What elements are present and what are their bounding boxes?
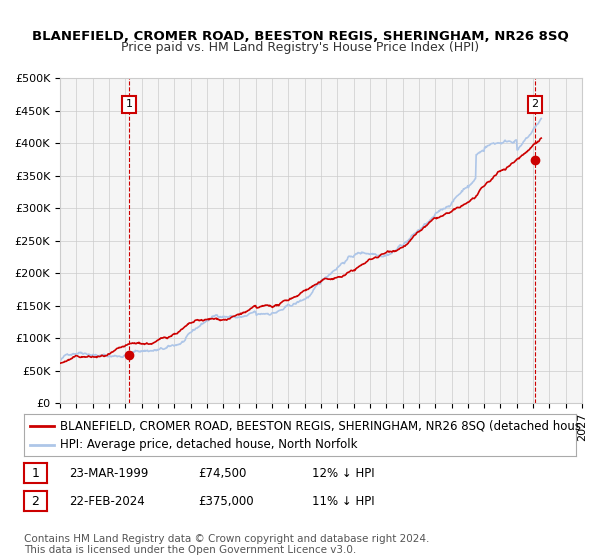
Text: 22-FEB-2024: 22-FEB-2024 [69,494,145,508]
Text: £74,500: £74,500 [198,466,247,480]
Text: 23-MAR-1999: 23-MAR-1999 [69,466,148,480]
Text: 1: 1 [125,99,133,109]
Text: HPI: Average price, detached house, North Norfolk: HPI: Average price, detached house, Nort… [60,438,358,451]
Text: 2: 2 [532,99,539,109]
Text: BLANEFIELD, CROMER ROAD, BEESTON REGIS, SHERINGHAM, NR26 8SQ (detached hous: BLANEFIELD, CROMER ROAD, BEESTON REGIS, … [60,419,581,433]
Text: 1: 1 [31,466,40,480]
Text: £375,000: £375,000 [198,494,254,508]
Text: Price paid vs. HM Land Registry's House Price Index (HPI): Price paid vs. HM Land Registry's House … [121,41,479,54]
Text: BLANEFIELD, CROMER ROAD, BEESTON REGIS, SHERINGHAM, NR26 8SQ: BLANEFIELD, CROMER ROAD, BEESTON REGIS, … [32,30,568,43]
Text: 2: 2 [31,494,40,508]
Text: 11% ↓ HPI: 11% ↓ HPI [312,494,374,508]
Text: This data is licensed under the Open Government Licence v3.0.: This data is licensed under the Open Gov… [24,545,356,555]
Text: Contains HM Land Registry data © Crown copyright and database right 2024.: Contains HM Land Registry data © Crown c… [24,534,430,544]
Text: 12% ↓ HPI: 12% ↓ HPI [312,466,374,480]
